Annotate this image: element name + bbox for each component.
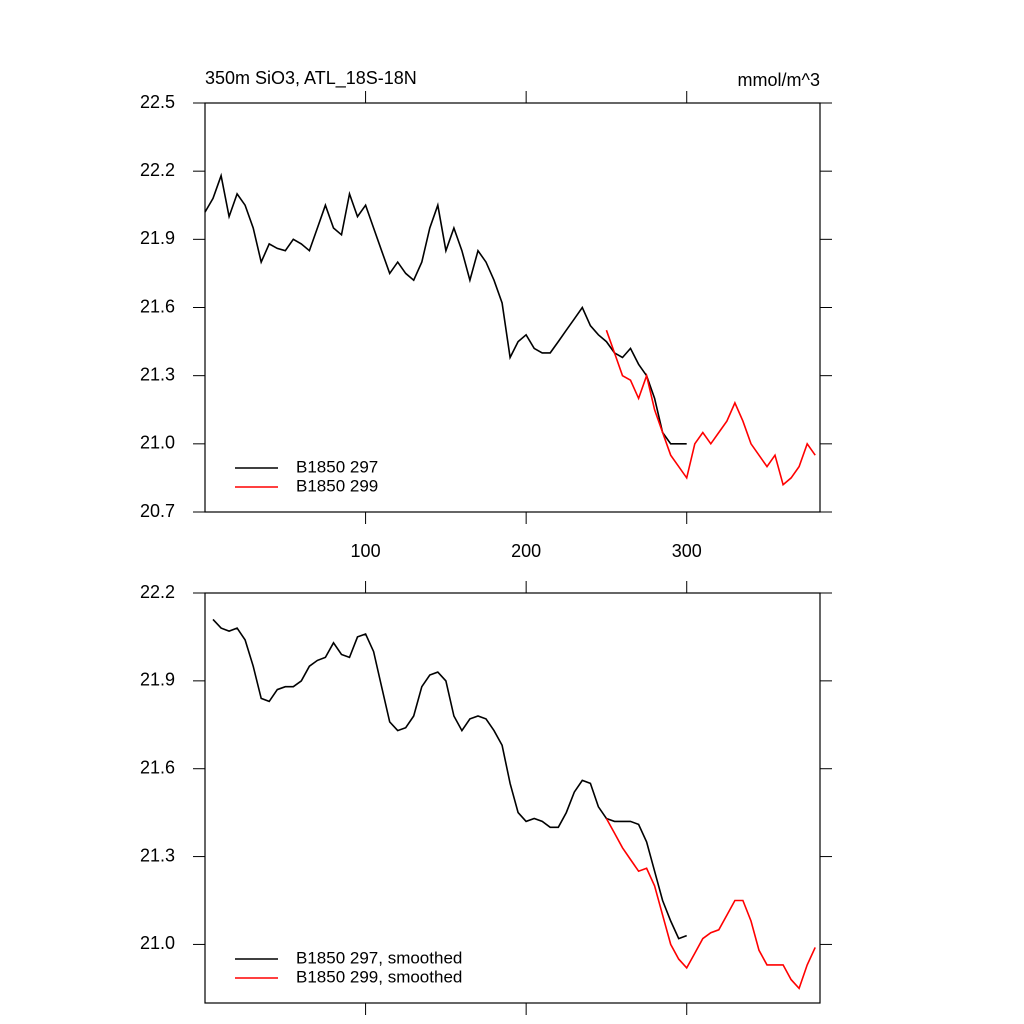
series-line (605, 818, 816, 990)
y-tick-label: 22.2 (140, 160, 175, 180)
x-tick-label: 100 (351, 541, 381, 561)
y-tick-label: 21.6 (140, 757, 175, 777)
units-label: mmol/m^3 (738, 70, 820, 90)
y-tick-label: 21.3 (140, 364, 175, 384)
series-line (605, 329, 816, 487)
y-tick-label: 21.9 (140, 228, 175, 248)
y-tick-label: 21.0 (140, 933, 175, 953)
y-tick-label: 22.5 (140, 92, 175, 112)
y-tick-label: 21.0 (140, 433, 175, 453)
legend-label: B1850 299 (296, 476, 378, 495)
chart-title: 350m SiO3, ATL_18S-18N (205, 68, 417, 89)
series-line (212, 618, 687, 940)
y-tick-label: 21.3 (140, 845, 175, 865)
y-tick-label: 22.2 (140, 582, 175, 602)
legend-label: B1850 299, smoothed (296, 967, 462, 986)
x-tick-label: 200 (511, 541, 541, 561)
y-tick-label: 20.7 (140, 501, 175, 521)
y-tick-label: 21.6 (140, 296, 175, 316)
legend-label: B1850 297, smoothed (296, 948, 462, 967)
plot-frame (204, 592, 821, 1004)
legend-label: B1850 297 (296, 457, 378, 476)
plot-frame (204, 102, 821, 513)
y-tick-label: 21.9 (140, 670, 175, 690)
series-line (204, 172, 687, 445)
x-tick-label: 300 (672, 541, 702, 561)
